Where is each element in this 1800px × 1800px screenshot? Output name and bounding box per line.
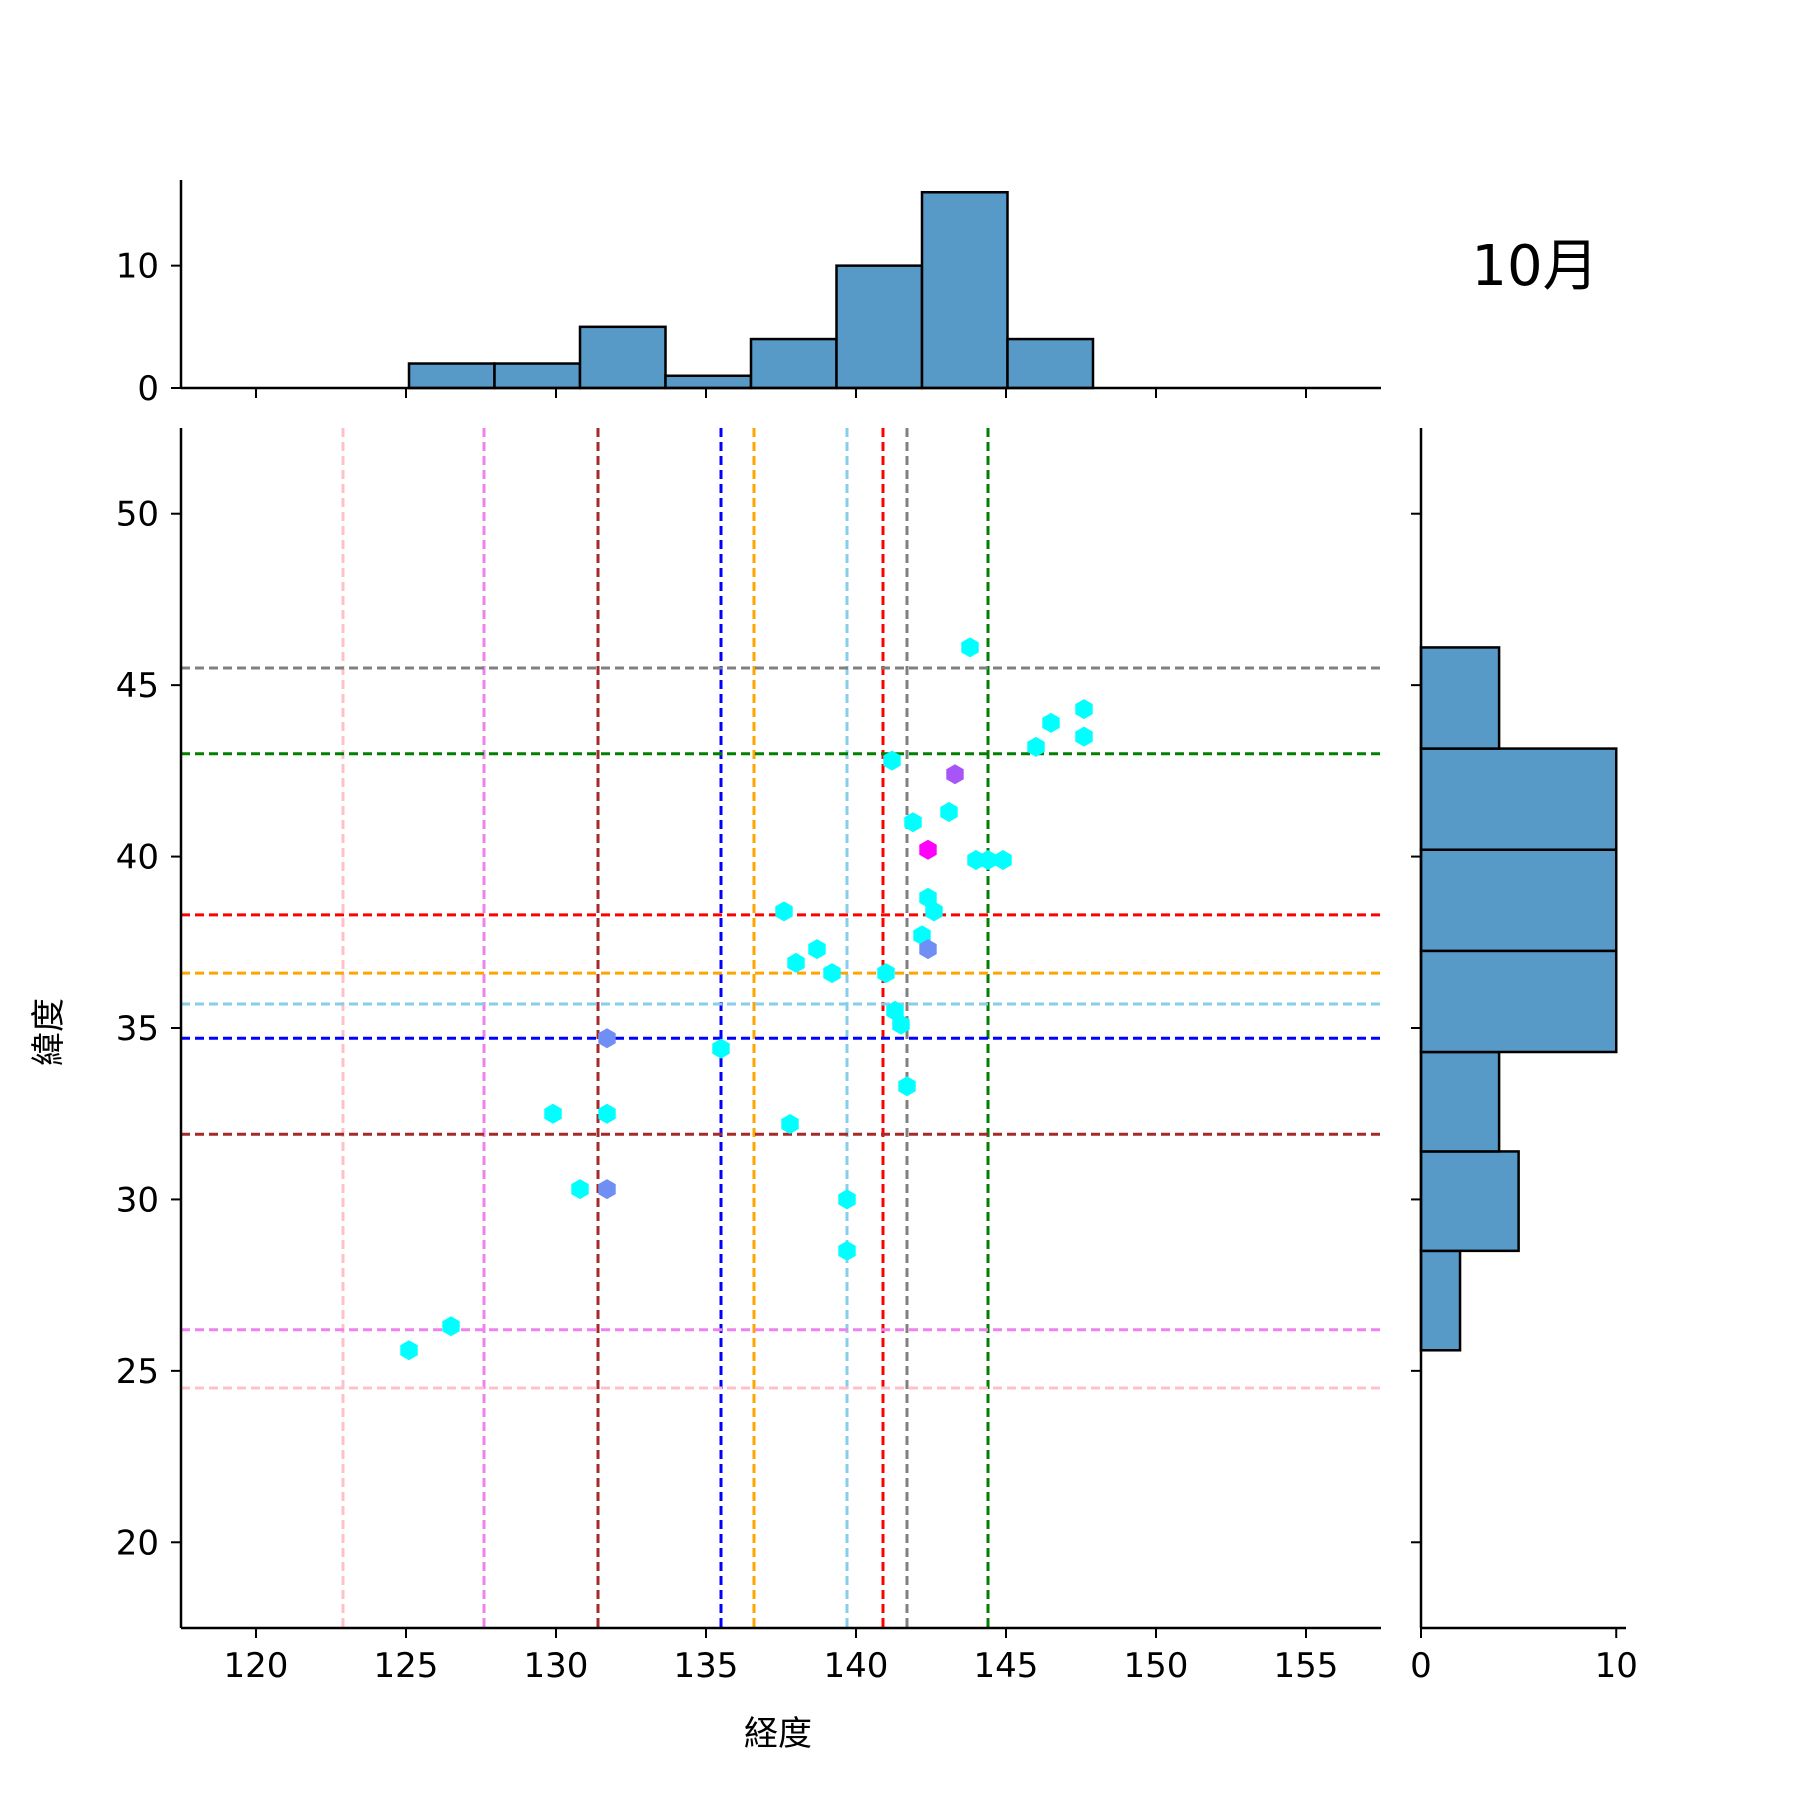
y-tick-label: 25	[116, 1352, 159, 1392]
x-tick-label: 120	[224, 1646, 289, 1686]
x-tick-label: 155	[1274, 1646, 1339, 1686]
data-point	[919, 839, 937, 860]
y-tick-label: 20	[116, 1523, 159, 1563]
x-tick-label: 130	[524, 1646, 589, 1686]
top-histogram-bar	[1006, 337, 1095, 390]
data-point	[1027, 736, 1045, 757]
data-point	[838, 1240, 856, 1261]
right-histogram-bar	[1419, 949, 1618, 1054]
x-axis-label: 経度	[744, 1714, 812, 1754]
x-tick-label: 140	[824, 1646, 889, 1686]
data-point	[1075, 726, 1093, 747]
right-histogram-bar	[1419, 848, 1618, 953]
data-point	[571, 1179, 589, 1200]
data-point	[919, 939, 937, 960]
top-histogram-bar	[920, 190, 1009, 390]
data-point	[940, 802, 958, 822]
y-tick-label: 40	[116, 838, 159, 878]
data-point	[823, 963, 841, 984]
top-histogram-bar	[835, 264, 924, 390]
data-point	[892, 1014, 910, 1035]
x-tick-label: 125	[374, 1646, 439, 1686]
data-point	[400, 1340, 418, 1361]
data-point	[883, 750, 901, 771]
data-point	[961, 637, 979, 658]
y-tick-label: 35	[116, 1009, 159, 1049]
data-point	[994, 850, 1012, 870]
data-point	[979, 850, 997, 870]
y-tick-label: 50	[116, 495, 159, 535]
data-point	[712, 1038, 730, 1059]
top-histogram-bar	[749, 337, 838, 390]
data-point	[838, 1189, 856, 1210]
data-point	[946, 764, 964, 785]
data-point	[781, 1114, 799, 1134]
right-histogram-bar	[1419, 1249, 1462, 1352]
right-histogram-bar	[1419, 646, 1501, 750]
x-tick-label: 150	[1124, 1646, 1189, 1686]
chart-title: 10月	[1471, 234, 1598, 299]
x-tick-label: 135	[674, 1646, 739, 1686]
right-histogram-tick-label: 0	[1410, 1646, 1432, 1686]
data-point	[442, 1316, 460, 1337]
top-histogram-bar	[578, 325, 667, 390]
data-point	[1075, 699, 1093, 720]
data-point	[904, 812, 922, 833]
right-histogram-tick-label: 10	[1595, 1646, 1638, 1686]
main-scatter-plot: 120 125 130 135 140 145 150 155 20 25 30 35 40 45 50	[116, 428, 1381, 1686]
top-histogram-tick-label: 10	[116, 247, 159, 287]
data-point	[877, 963, 895, 984]
y-axis-label: 緯度	[29, 998, 69, 1066]
data-point	[925, 901, 943, 922]
top-histogram-bar	[664, 374, 753, 390]
data-point	[775, 901, 793, 922]
data-point	[787, 952, 805, 973]
data-point	[1042, 712, 1060, 733]
top-histogram: 0 10	[116, 180, 1381, 409]
right-histogram: 0 10	[1410, 428, 1638, 1686]
right-histogram-bar	[1419, 1050, 1501, 1153]
top-histogram-bar	[407, 362, 496, 390]
right-histogram-bar	[1419, 747, 1618, 851]
top-histogram-tick-label: 0	[137, 369, 159, 409]
data-point	[598, 1103, 616, 1124]
y-tick-label: 45	[116, 666, 159, 706]
data-point	[598, 1179, 616, 1200]
data-point	[598, 1028, 616, 1049]
top-histogram-bar	[493, 362, 582, 390]
data-point	[898, 1076, 916, 1097]
x-tick-label: 145	[974, 1646, 1039, 1686]
y-tick-label: 30	[116, 1180, 159, 1220]
right-histogram-bar	[1419, 1150, 1520, 1253]
data-point	[808, 939, 826, 960]
data-point	[544, 1103, 562, 1124]
